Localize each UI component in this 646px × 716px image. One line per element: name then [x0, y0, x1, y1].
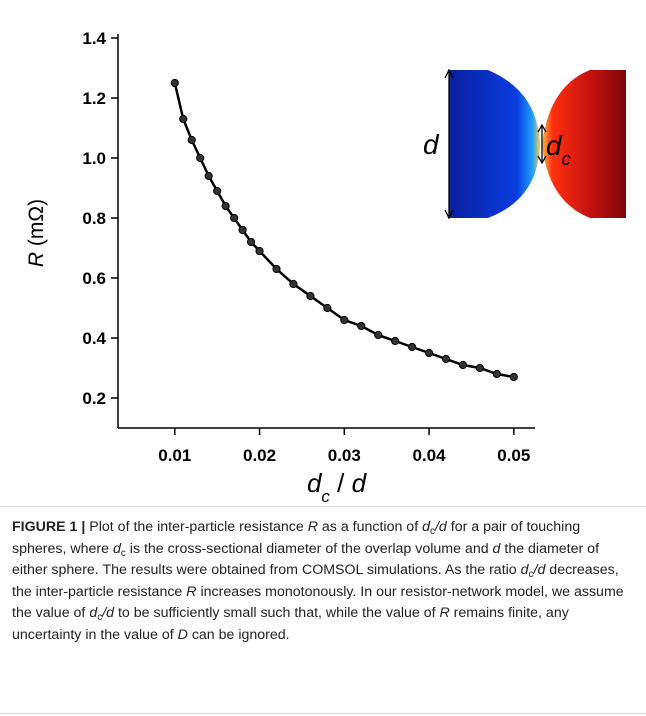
caption-run: c — [528, 569, 534, 581]
caption-run: c — [97, 612, 103, 624]
caption-run: FIGURE 1 | — [12, 519, 86, 535]
data-point — [289, 279, 298, 289]
caption-run: c — [429, 526, 435, 537]
caption-run: d — [492, 540, 501, 557]
caption-run: as a function of — [317, 519, 423, 535]
data-point — [238, 225, 247, 235]
x-axis-label: dc / d — [307, 468, 368, 505]
caption-run: Plot of the inter-particle resistance — [85, 519, 308, 535]
data-point — [374, 330, 383, 340]
caption-run: d — [520, 562, 529, 579]
data-point — [475, 363, 485, 373]
caption-run: d — [112, 540, 121, 557]
caption-run: for a pair of touching spheres, where — [12, 519, 581, 557]
label-run: (mΩ) — [25, 199, 48, 252]
x-tick-label: 0.02 — [243, 446, 276, 465]
caption-run: /d — [102, 605, 115, 622]
caption-run: D — [177, 626, 188, 643]
label-run: c — [562, 149, 571, 169]
data-point — [306, 291, 315, 301]
data-point — [357, 321, 366, 331]
data-point — [340, 315, 349, 325]
label-run: d — [423, 129, 440, 160]
data-point — [458, 360, 468, 370]
caption-run: to be sufficiently small such that, whil… — [114, 605, 440, 622]
caption-run: d — [89, 605, 98, 622]
y-tick-label: 1.2 — [82, 89, 106, 108]
caption-run: the diameter of either sphere. The resul… — [12, 540, 600, 579]
data-point — [170, 78, 179, 88]
caption-run: d — [422, 519, 430, 535]
label-run: / — [330, 468, 352, 498]
inset-label: dc — [546, 130, 571, 169]
data-point — [179, 114, 188, 124]
caption-run: c — [120, 547, 126, 559]
caption-run: decreases, the inter-particle resistance — [12, 562, 619, 600]
red-sphere — [542, 70, 626, 218]
x-tick-label: 0.05 — [497, 446, 530, 465]
x-tick-label: 0.04 — [413, 446, 447, 465]
y-axis-label: R (mΩ) — [25, 199, 48, 267]
data-point — [196, 153, 205, 163]
inset-label: d — [423, 129, 440, 160]
data-point — [272, 264, 281, 274]
caption-run: R — [186, 583, 197, 600]
data-point — [408, 342, 417, 352]
chart: 0.2 0.4 0.6 0.8 1.0 1.2 1.4 0.01 0.02 0.03 0.04 0.0… — [25, 29, 626, 505]
inset — [444, 68, 626, 220]
data-point — [213, 186, 222, 196]
data-point — [246, 237, 256, 247]
caption-run: /d — [533, 562, 546, 579]
arrow-heads — [444, 68, 454, 220]
x-tick-label: 0.01 — [158, 446, 191, 465]
caption-run: /d — [434, 519, 447, 535]
y-tick-label: 0.6 — [82, 269, 106, 288]
caption-run: remains finite, any uncertainty in the v… — [12, 605, 569, 643]
y-tick-label: 0.2 — [82, 389, 106, 408]
data-point — [441, 354, 451, 364]
caption-run: R — [439, 605, 450, 622]
x-tick-label: 0.03 — [328, 446, 361, 465]
caption-run: R — [307, 519, 318, 535]
caption-run: can be ignored. — [187, 626, 290, 643]
data-point — [221, 201, 230, 211]
caption-run: increases monotonously. In our resistor-… — [12, 583, 624, 622]
data-point — [323, 303, 332, 313]
label-run: d — [307, 468, 323, 498]
y-tick-label: 1.0 — [82, 149, 106, 168]
data-point — [255, 246, 264, 256]
caption-run: is the cross-sectional diameter of the o… — [125, 540, 493, 557]
label-run: d — [546, 130, 563, 161]
data-point — [424, 348, 434, 358]
y-tick-label: 0.8 — [82, 209, 106, 228]
arrow-heads — [537, 123, 547, 165]
y-tick-label: 0.4 — [82, 329, 106, 348]
caption: FIGURE 1 | Plot of the inter-particle re… — [0, 506, 646, 714]
data-point — [391, 336, 400, 346]
y-tick-label: 1.4 — [82, 29, 106, 48]
label-run: R — [25, 252, 48, 267]
data-point — [187, 135, 196, 145]
data-point — [204, 171, 213, 181]
label-run: d — [352, 468, 368, 498]
data-point — [509, 372, 518, 382]
blue-sphere — [449, 70, 540, 218]
data-point — [492, 369, 501, 379]
label-run: c — [321, 487, 330, 506]
data-point — [230, 213, 239, 223]
